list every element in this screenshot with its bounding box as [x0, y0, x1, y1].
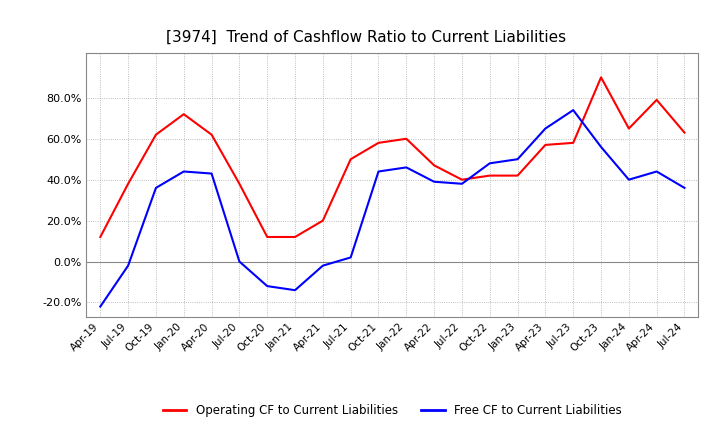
Operating CF to Current Liabilities: [96, 235, 104, 240]
Free CF to Current Liabilities: [430, 179, 438, 184]
Free CF to Current Liabilities: [346, 255, 355, 260]
Text: [3974]  Trend of Cashflow Ratio to Current Liabilities: [3974] Trend of Cashflow Ratio to Curren…: [166, 29, 566, 45]
Free CF to Current Liabilities: [179, 169, 188, 174]
Free CF to Current Liabilities: [402, 165, 410, 170]
Free CF to Current Liabilities: [263, 283, 271, 289]
Operating CF to Current Liabilities: [652, 97, 661, 103]
Operating CF to Current Liabilities: [207, 132, 216, 137]
Operating CF to Current Liabilities: [124, 181, 132, 187]
Free CF to Current Liabilities: [458, 181, 467, 187]
Operating CF to Current Liabilities: [179, 112, 188, 117]
Free CF to Current Liabilities: [513, 157, 522, 162]
Free CF to Current Liabilities: [207, 171, 216, 176]
Free CF to Current Liabilities: [485, 161, 494, 166]
Operating CF to Current Liabilities: [291, 235, 300, 240]
Free CF to Current Liabilities: [235, 259, 243, 264]
Free CF to Current Liabilities: [597, 144, 606, 150]
Free CF to Current Liabilities: [624, 177, 633, 182]
Operating CF to Current Liabilities: [624, 126, 633, 131]
Free CF to Current Liabilities: [152, 185, 161, 191]
Operating CF to Current Liabilities: [152, 132, 161, 137]
Operating CF to Current Liabilities: [485, 173, 494, 178]
Free CF to Current Liabilities: [318, 263, 327, 268]
Free CF to Current Liabilities: [374, 169, 383, 174]
Operating CF to Current Liabilities: [569, 140, 577, 146]
Operating CF to Current Liabilities: [374, 140, 383, 146]
Operating CF to Current Liabilities: [263, 235, 271, 240]
Free CF to Current Liabilities: [291, 288, 300, 293]
Operating CF to Current Liabilities: [235, 181, 243, 187]
Free CF to Current Liabilities: [541, 126, 550, 131]
Line: Operating CF to Current Liabilities: Operating CF to Current Liabilities: [100, 77, 685, 237]
Operating CF to Current Liabilities: [541, 142, 550, 147]
Free CF to Current Liabilities: [652, 169, 661, 174]
Line: Free CF to Current Liabilities: Free CF to Current Liabilities: [100, 110, 685, 307]
Operating CF to Current Liabilities: [513, 173, 522, 178]
Operating CF to Current Liabilities: [680, 130, 689, 135]
Operating CF to Current Liabilities: [402, 136, 410, 141]
Operating CF to Current Liabilities: [346, 157, 355, 162]
Operating CF to Current Liabilities: [430, 163, 438, 168]
Operating CF to Current Liabilities: [458, 177, 467, 182]
Legend: Operating CF to Current Liabilities, Free CF to Current Liabilities: Operating CF to Current Liabilities, Fre…: [158, 400, 627, 422]
Free CF to Current Liabilities: [680, 185, 689, 191]
Operating CF to Current Liabilities: [597, 75, 606, 80]
Free CF to Current Liabilities: [569, 107, 577, 113]
Free CF to Current Liabilities: [124, 263, 132, 268]
Free CF to Current Liabilities: [96, 304, 104, 309]
Operating CF to Current Liabilities: [318, 218, 327, 223]
